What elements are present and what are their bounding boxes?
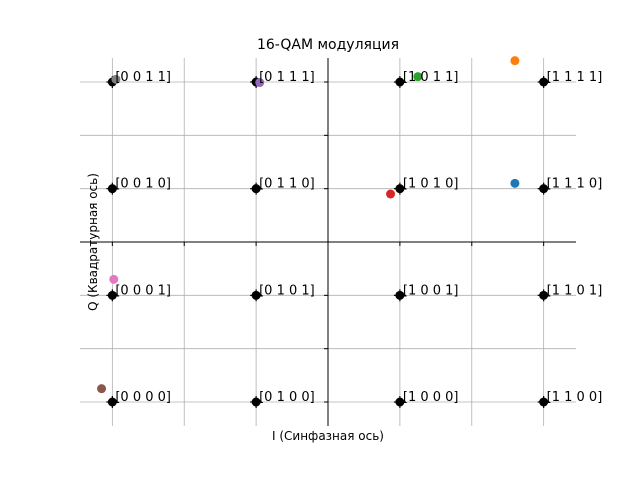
axes [80, 58, 576, 426]
constellation-label: [1 1 1 1] [547, 70, 603, 85]
y-axis-label: Q (Квадратурная ось) [86, 173, 100, 311]
constellation-label: [0 1 1 1] [259, 70, 315, 85]
received-point [109, 274, 119, 284]
constellation-label: [1 1 0 1] [547, 283, 603, 298]
received-point [386, 189, 396, 199]
received-point [510, 178, 520, 188]
received-point [111, 74, 121, 84]
received-point [255, 78, 265, 88]
constellation-label: [1 0 0 0] [403, 390, 459, 405]
x-axis-label: I (Синфазная ось) [272, 429, 384, 443]
constellation-label: [0 1 0 0] [259, 390, 315, 405]
received-point [97, 384, 107, 394]
constellation-label: [0 1 0 1] [259, 283, 315, 298]
constellation-label: [0 0 1 1] [115, 70, 171, 85]
constellation-label: [1 0 1 0] [403, 177, 459, 192]
constellation-label: [1 1 0 0] [547, 390, 603, 405]
constellation-label: [1 0 1 1] [403, 70, 459, 85]
constellation-label: [0 0 0 1] [115, 283, 171, 298]
constellation-label: [0 0 0 0] [115, 390, 171, 405]
constellation-label: [0 0 1 0] [115, 177, 171, 192]
chart-title: 16-QAM модуляция [257, 37, 399, 53]
constellation-label: [0 1 1 0] [259, 177, 315, 192]
received-point [510, 56, 520, 66]
received-point [413, 72, 423, 82]
constellation-label: [1 1 1 0] [547, 177, 603, 192]
data-points [97, 56, 550, 408]
point-labels: [0 0 1 1] [0 1 1 1] [1 0 1 1] [1 1 1 1] [0 0… [115, 70, 602, 405]
constellation-label: [1 0 0 1] [403, 283, 459, 298]
